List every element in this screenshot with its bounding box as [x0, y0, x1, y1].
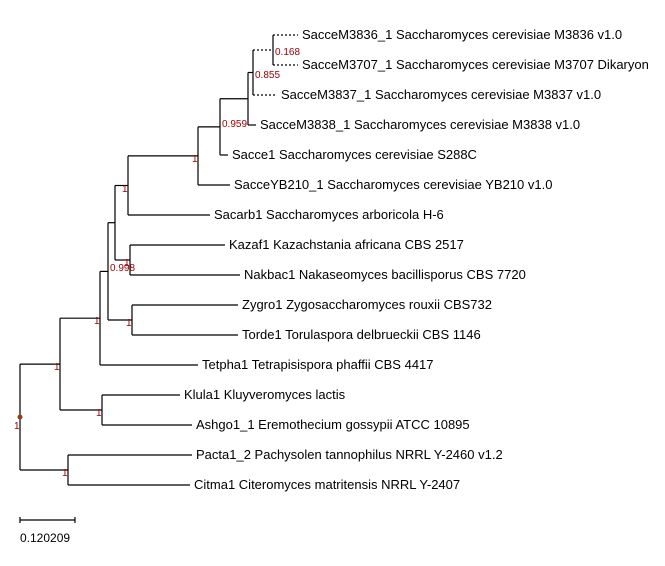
support-value: 1: [62, 469, 68, 479]
taxon-label: SacceM3838_1 Saccharomyces cerevisiae M3…: [260, 118, 580, 131]
taxon-label: Torde1 Torulaspora delbrueckii CBS 1146: [242, 328, 481, 341]
taxon-label: Sacarb1 Saccharomyces arboricola H-6: [214, 208, 444, 221]
support-value: 0.168: [275, 48, 300, 58]
support-value: 1: [192, 155, 198, 165]
taxon-label: SacceM3837_1 Saccharomyces cerevisiae M3…: [281, 88, 601, 101]
taxon-label: Nakbac1 Nakaseomyces bacillisporus CBS 7…: [244, 268, 526, 281]
support-value: 0.998: [110, 264, 135, 274]
support-value: 1: [126, 319, 132, 329]
taxon-label: Zygro1 Zygosaccharomyces rouxii CBS732: [242, 298, 492, 311]
support-value: 1: [14, 422, 20, 432]
taxon-label: Pacta1_2 Pachysolen tannophilus NRRL Y-2…: [196, 448, 503, 461]
support-value: 1: [54, 363, 60, 373]
support-value: 1: [96, 409, 102, 419]
taxon-label: Kazaf1 Kazachstania africana CBS 2517: [229, 238, 464, 251]
scale-bar-label: 0.120209: [20, 532, 70, 544]
taxon-label: SacceM3836_1 Saccharomyces cerevisiae M3…: [302, 28, 622, 41]
taxon-label: Sacce1 Saccharomyces cerevisiae S288C: [232, 148, 477, 161]
taxon-label: Klula1 Kluyveromyces lactis: [184, 388, 345, 401]
taxon-label: Citma1 Citeromyces matritensis NRRL Y-24…: [194, 478, 460, 491]
phylo-tree: SacceM3836_1 Saccharomyces cerevisiae M3…: [0, 0, 665, 566]
taxon-label: Ashgo1_1 Eremothecium gossypii ATCC 1089…: [196, 418, 470, 431]
taxon-label: SacceM3707_1 Saccharomyces cerevisiae M3…: [302, 58, 649, 71]
taxon-label: Tetpha1 Tetrapisispora phaffii CBS 4417: [202, 358, 434, 371]
support-value: 0.959: [222, 120, 247, 130]
taxon-label: SacceYB210_1 Saccharomyces cerevisiae YB…: [234, 178, 552, 191]
support-value: 1: [94, 317, 100, 327]
support-value: 0.855: [255, 71, 280, 81]
support-value: 1: [122, 185, 128, 195]
